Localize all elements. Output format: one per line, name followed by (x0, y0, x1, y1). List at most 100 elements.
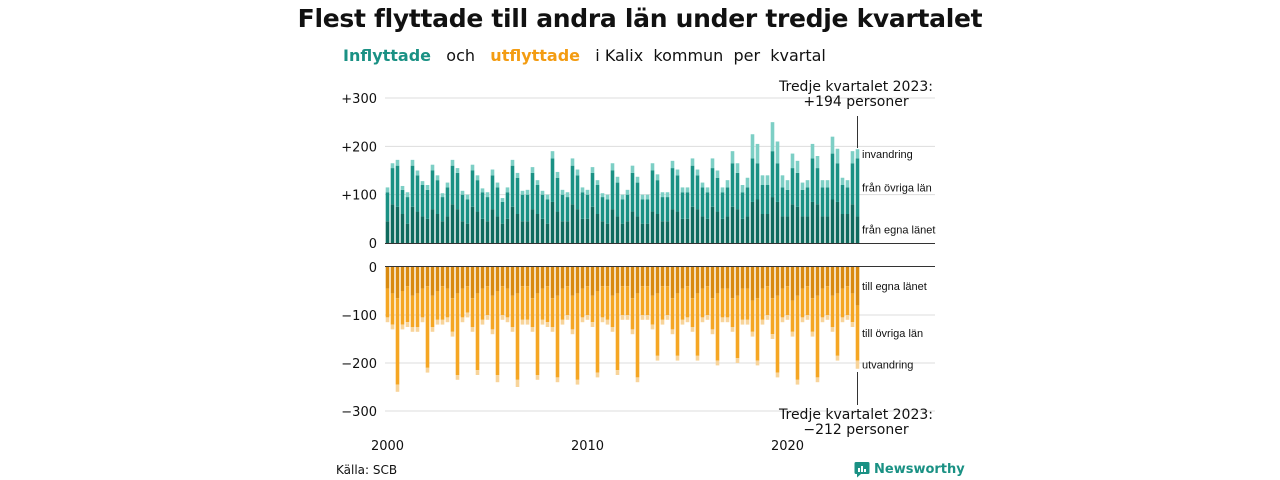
bar-inflyttade (635, 176, 640, 183)
bar-utflyttade (500, 267, 505, 287)
bar-utflyttade (385, 288, 390, 318)
bar-utflyttade (550, 298, 555, 327)
bar-inflyttade (415, 175, 420, 212)
chart-subtitle: Inflyttade och utflyttade i Kalix kommun… (343, 46, 826, 65)
bar-inflyttade (590, 206, 595, 243)
bar-utflyttade (540, 288, 545, 320)
bar-utflyttade (705, 267, 710, 287)
bar-inflyttade (710, 158, 715, 169)
bar-inflyttade (790, 168, 795, 205)
bar-inflyttade (440, 221, 445, 243)
bar-utflyttade (745, 267, 750, 289)
bar-inflyttade (625, 194, 630, 222)
bar-inflyttade (395, 206, 400, 243)
bar-inflyttade (425, 218, 430, 243)
bar-utflyttade (530, 267, 535, 299)
bar-utflyttade (760, 267, 765, 289)
bar-utflyttade (560, 267, 565, 289)
bar-inflyttade (500, 198, 505, 202)
bar-inflyttade (760, 214, 765, 243)
bar-inflyttade (490, 169, 495, 176)
bar-utflyttade (560, 319, 565, 325)
bar-utflyttade (745, 319, 750, 325)
bar-utflyttade (445, 288, 450, 318)
bar-utflyttade (780, 288, 785, 318)
bar-utflyttade (460, 317, 465, 323)
bar-utflyttade (675, 355, 680, 361)
bar-inflyttade (840, 214, 845, 243)
bar-inflyttade (735, 163, 740, 173)
bar-utflyttade (625, 315, 630, 320)
bar-utflyttade (640, 267, 645, 287)
bar-inflyttade (495, 187, 500, 217)
bar-inflyttade (610, 209, 615, 243)
bar-inflyttade (850, 204, 855, 243)
bar-inflyttade (830, 199, 835, 243)
bar-utflyttade (475, 267, 480, 294)
bar-inflyttade (730, 151, 735, 164)
bar-utflyttade (850, 293, 855, 323)
bar-utflyttade (505, 288, 510, 318)
bar-inflyttade (550, 151, 555, 159)
bar-inflyttade (695, 175, 700, 210)
bar-inflyttade (405, 192, 410, 198)
utflyttade-bars (385, 267, 860, 392)
bar-utflyttade (415, 267, 420, 294)
bar-inflyttade (805, 187, 810, 217)
bar-utflyttade (675, 267, 680, 294)
bar-inflyttade (535, 185, 540, 214)
bar-utflyttade (680, 267, 685, 289)
bar-utflyttade (750, 300, 755, 332)
bar-inflyttade (780, 187, 785, 217)
bar-inflyttade (520, 221, 525, 243)
bar-utflyttade (855, 360, 860, 369)
bar-inflyttade (425, 189, 430, 219)
bar-inflyttade (575, 169, 580, 176)
bar-inflyttade (765, 185, 770, 214)
bar-utflyttade (590, 267, 595, 296)
bar-utflyttade (810, 298, 815, 332)
bar-inflyttade (385, 187, 390, 193)
bar-inflyttade (660, 197, 665, 222)
bar-inflyttade (570, 165, 575, 205)
bar-inflyttade (815, 168, 820, 205)
bar-inflyttade (480, 192, 485, 219)
bar-inflyttade (500, 223, 505, 243)
bar-utflyttade (755, 267, 760, 299)
bar-utflyttade (725, 288, 730, 318)
bar-utflyttade (600, 267, 605, 287)
bar-inflyttade (645, 223, 650, 243)
bar-inflyttade (470, 170, 475, 207)
bar-inflyttade (795, 206, 800, 243)
bar-utflyttade (845, 315, 850, 320)
bar-inflyttade (400, 189, 405, 214)
bar-inflyttade (640, 199, 645, 224)
series-label: från övriga län (862, 182, 932, 194)
bar-inflyttade (760, 185, 765, 214)
bar-inflyttade (705, 192, 710, 219)
bar-utflyttade (740, 288, 745, 320)
bar-utflyttade (405, 286, 410, 323)
bar-inflyttade (450, 165, 455, 205)
bar-utflyttade (500, 286, 505, 315)
bar-inflyttade (650, 163, 655, 171)
bar-inflyttade (585, 218, 590, 243)
bar-utflyttade (800, 317, 805, 323)
bar-utflyttade (615, 267, 620, 294)
bar-inflyttade (430, 170, 435, 210)
bar-utflyttade (455, 375, 460, 380)
bar-inflyttade (525, 221, 530, 243)
bar-utflyttade (650, 267, 655, 296)
bar-utflyttade (800, 267, 805, 289)
bar-inflyttade (720, 187, 725, 193)
bar-inflyttade (445, 216, 450, 243)
bar-utflyttade (465, 312, 470, 318)
gridlines (385, 97, 935, 412)
bar-inflyttade (610, 163, 615, 171)
subtitle-inflyttade: Inflyttade (343, 46, 432, 65)
bar-utflyttade (690, 298, 695, 327)
bar-inflyttade (815, 204, 820, 243)
bar-inflyttade (605, 223, 610, 243)
bar-inflyttade (770, 122, 775, 152)
bar-utflyttade (440, 319, 445, 325)
